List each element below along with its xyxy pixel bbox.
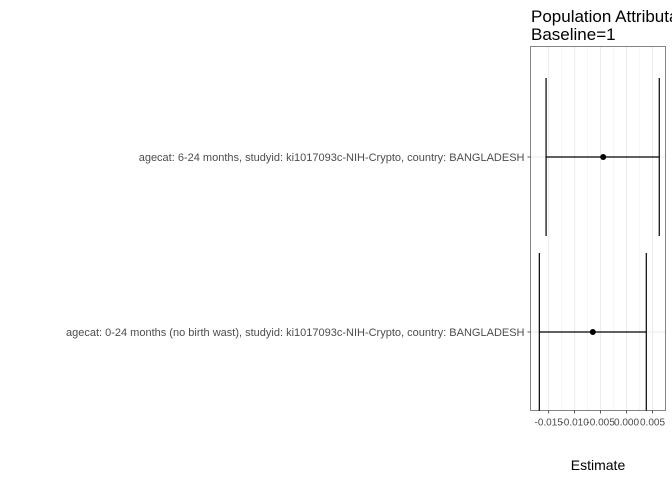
chart-subtitle: Baseline=1 [531, 25, 616, 44]
x-tick-label: -0.005 [586, 418, 615, 429]
x-tick-label: 0.005 [640, 418, 665, 429]
x-tick-label: -0.010 [560, 418, 589, 429]
plot-panel [530, 46, 666, 411]
y-tick-label: agecat: 6-24 months, studyid: ki1017093c… [139, 152, 525, 164]
estimate-marks [538, 78, 660, 411]
x-tick-label: -0.015 [534, 418, 563, 429]
estimate-point [589, 329, 596, 335]
x-tick-label: 0.000 [614, 418, 639, 429]
x-axis-title: Estimate [571, 457, 626, 473]
panel-border [530, 46, 666, 411]
chart-title: Population Attributable Difference [531, 7, 672, 26]
axes: agecat: 6-24 months, studyid: ki1017093c… [66, 152, 665, 429]
y-tick-label: agecat: 0-24 months (no birth wast), stu… [66, 327, 525, 339]
estimate-point [600, 154, 607, 160]
